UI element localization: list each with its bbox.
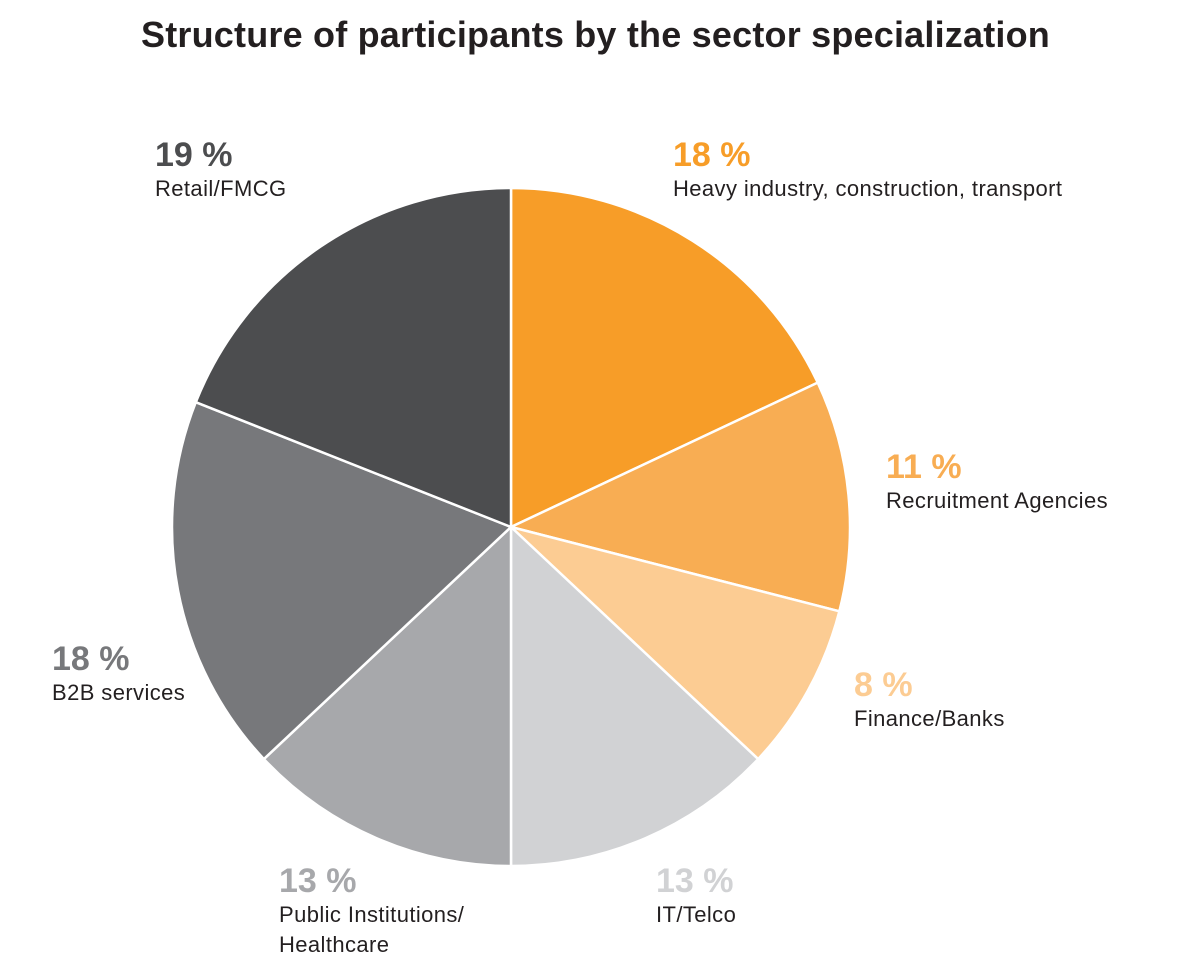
slice-category-label: IT/Telco [656,902,737,927]
pie-slice-finance-banks [509,525,841,761]
chart-title: Structure of participants by the sector … [140,14,1050,55]
pie-slice-it-telco [509,525,760,868]
slice-category-label: Recruitment Agencies [886,488,1108,513]
slice-percent-label: 18 % [673,136,751,174]
slice-label: 13 % Public Institutions/ Healthcare [279,862,464,960]
slice-percent-label: 19 % [155,136,233,174]
pie-slice-retail-fmcg [194,186,513,529]
slice-label: 18 % B2B services [52,640,185,708]
pie-slice-public-institutions-healthcare [262,525,513,868]
slice-category-label: Retail/FMCG [155,176,287,201]
slice-label: 13 % IT/Telco [656,862,736,930]
slice-percent-label: 11 % [886,448,962,486]
slice-label: 18 % Heavy industry, construction, transp… [673,136,1062,204]
slice-label: 19 % Retail/FMCG [155,136,287,204]
slice-category-label: Public Institutions/ Healthcare [279,902,465,957]
slice-percent-label: 18 % [52,640,130,678]
slice-percent-label: 8 % [854,666,913,704]
slice-percent-label: 13 % [279,862,357,900]
slice-category-label: B2B services [52,680,186,705]
pie-slice-heavy-industry-construction-transport [509,186,819,529]
slice-category-label: Heavy industry, construction, transport [673,176,1063,201]
slice-category-label: Finance/Banks [854,706,1005,731]
slice-label: 8 % Finance/Banks [854,666,1005,734]
slice-label: 11 % Recruitment Agencies [886,448,1108,516]
pie-slice-b2b-services [170,400,513,761]
pie-slice-recruitment-agencies [509,381,852,613]
slice-percent-label: 13 % [656,862,734,900]
